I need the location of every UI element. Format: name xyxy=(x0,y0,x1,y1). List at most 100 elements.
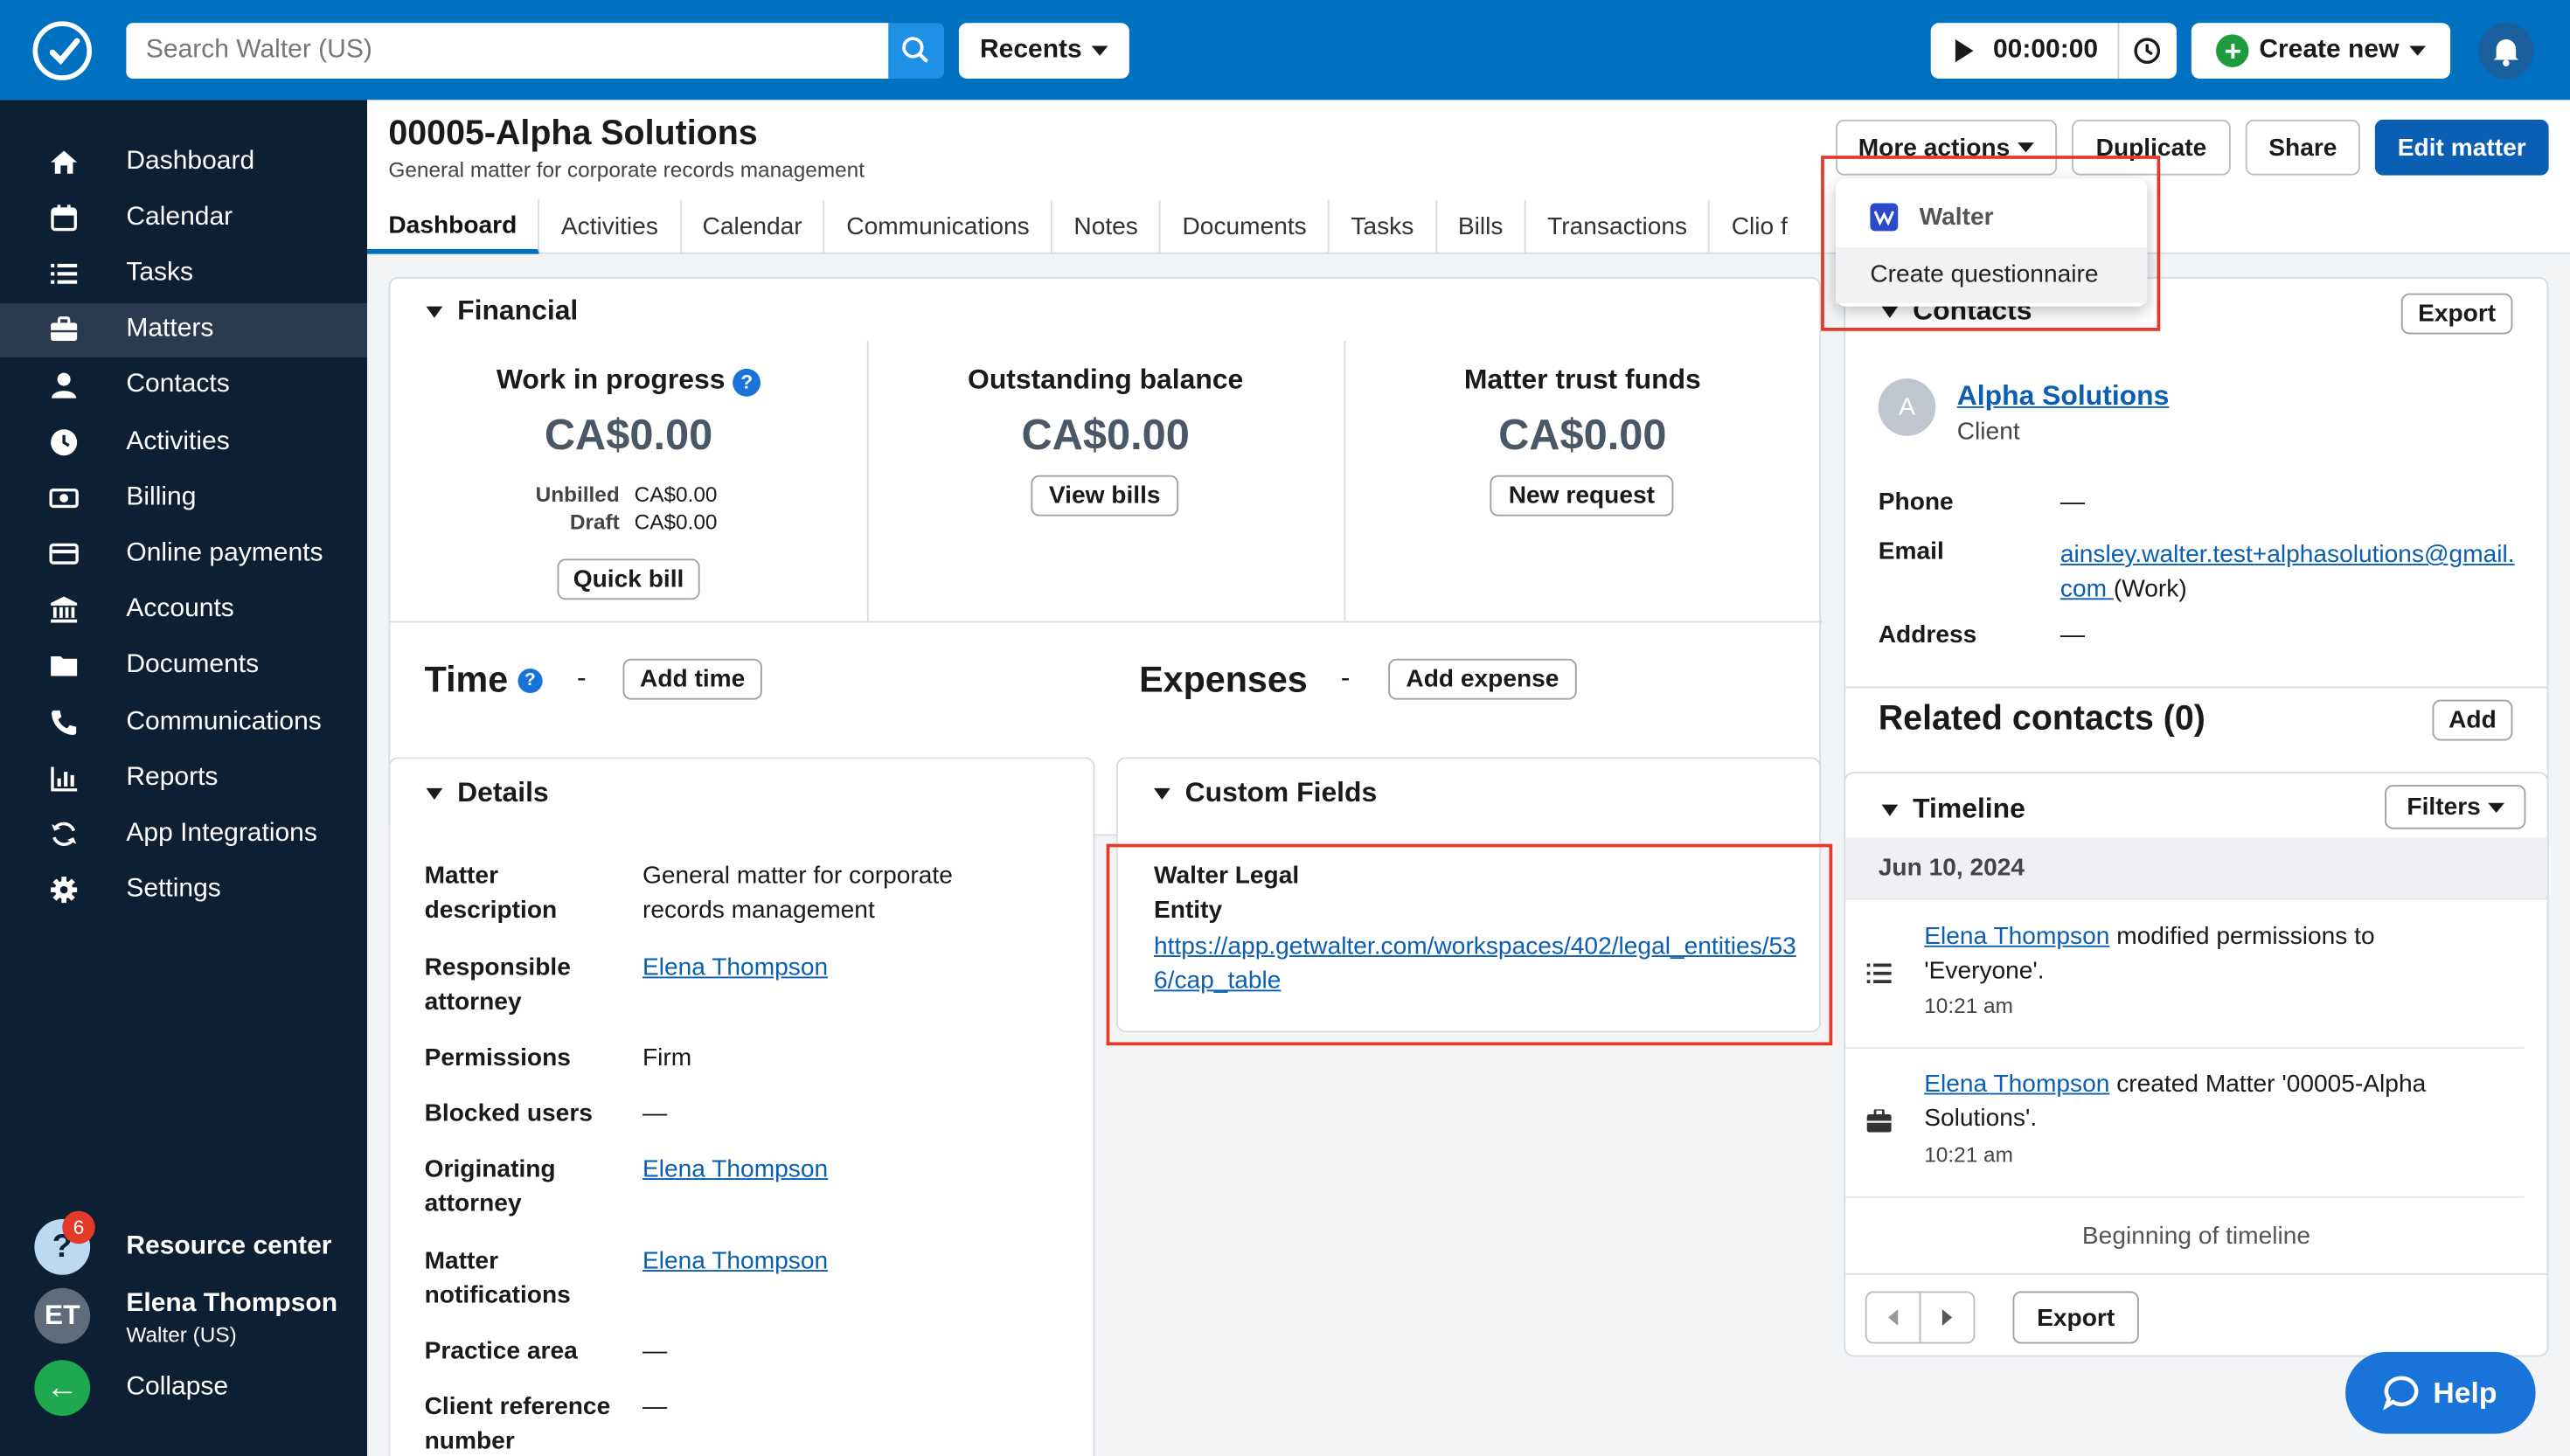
timeline-entry-message: modified permissions to 'Everyone'. xyxy=(1924,922,2375,985)
filters-button[interactable]: Filters xyxy=(2385,785,2526,829)
new-request-button[interactable]: New request xyxy=(1490,475,1674,517)
resource-center-item[interactable]: ? 6 Resource center xyxy=(0,1210,367,1279)
sidebar-item-activities[interactable]: Activities xyxy=(0,414,367,468)
person-icon xyxy=(49,371,79,400)
sidebar-item-label: Dashboard xyxy=(126,146,255,175)
chevron-down-icon xyxy=(2018,142,2035,153)
tab-clio-f[interactable]: Clio f xyxy=(1731,212,1788,241)
sidebar-item-label: Documents xyxy=(126,650,260,679)
detail-label: Permissions xyxy=(424,1043,571,1072)
share-button[interactable]: Share xyxy=(2245,119,2360,176)
create-questionnaire-item[interactable]: Create questionnaire xyxy=(1836,247,2148,303)
help-button[interactable]: Help xyxy=(2345,1351,2536,1434)
app-logo-icon[interactable] xyxy=(32,21,92,80)
tab-documents[interactable]: Documents xyxy=(1161,199,1330,254)
timeline-user-link[interactable]: Elena Thompson xyxy=(1924,922,2110,951)
pager-prev-button[interactable] xyxy=(1865,1291,1921,1344)
add-time-button[interactable]: Add time xyxy=(622,658,762,700)
matter-tabs: Dashboard Activities Calendar Communication… xyxy=(367,199,1809,254)
detail-value-link[interactable]: Elena Thompson xyxy=(642,1246,829,1275)
timeline-entry-text: Elena Thompson created Matter '00005-Alp… xyxy=(1924,1067,2497,1136)
trust-funds-value: CA$0.00 xyxy=(1498,409,1667,459)
pager-next-button[interactable] xyxy=(1919,1291,1976,1344)
timeline-date-row: Jun 10, 2024 xyxy=(1845,837,2547,900)
custom-fields-card: Custom Fields Walter Legal Entity https:… xyxy=(1115,757,1822,1033)
play-icon[interactable] xyxy=(1955,39,1974,63)
sidebar-item-label: Calendar xyxy=(126,202,233,231)
tasks-icon xyxy=(49,259,79,288)
financial-toggle[interactable]: Financial xyxy=(426,295,578,329)
clock-icon[interactable] xyxy=(2132,36,2162,66)
search-input[interactable]: Search Walter (US) xyxy=(126,23,891,79)
sidebar-item-settings[interactable]: Settings xyxy=(0,863,367,917)
tab-activities[interactable]: Activities xyxy=(540,199,682,254)
clock-icon xyxy=(49,426,79,456)
edit-matter-button[interactable]: Edit matter xyxy=(2374,119,2549,176)
page-title: 00005-Alpha Solutions xyxy=(388,114,758,153)
walter-legal-entity-label: Walter Legal Entity xyxy=(1154,862,1300,925)
sidebar-item-accounts[interactable]: Accounts xyxy=(0,583,367,637)
sidebar-item-label: Communications xyxy=(126,707,322,735)
detail-value-link[interactable]: Elena Thompson xyxy=(642,1154,829,1183)
sidebar-item-dashboard[interactable]: Dashboard xyxy=(0,135,367,189)
trust-funds-label: Matter trust funds xyxy=(1463,364,1701,395)
timeline-user-link[interactable]: Elena Thompson xyxy=(1924,1070,2110,1099)
create-new-label: Create new xyxy=(2259,36,2400,65)
sidebar-item-billing[interactable]: Billing xyxy=(0,470,367,524)
sidebar-item-calendar[interactable]: Calendar xyxy=(0,191,367,245)
view-bills-button[interactable]: View bills xyxy=(1031,475,1179,517)
notifications-button[interactable] xyxy=(2478,23,2534,79)
help-label: Help xyxy=(2433,1376,2497,1409)
collapse-button[interactable]: ← Collapse xyxy=(0,1358,367,1418)
timeline-toggle[interactable]: Timeline xyxy=(1881,794,2025,827)
tab-notes[interactable]: Notes xyxy=(1052,199,1162,254)
timeline-export-button[interactable]: Export xyxy=(2012,1291,2139,1344)
tab-dashboard[interactable]: Dashboard xyxy=(367,199,540,254)
tab-calendar[interactable]: Calendar xyxy=(681,199,825,254)
folder-icon xyxy=(49,651,79,681)
sidebar-item-app-integrations[interactable]: App Integrations xyxy=(0,807,367,861)
quick-bill-button[interactable]: Quick bill xyxy=(557,558,700,600)
walter-legal-entity-link[interactable]: https://app.getwalter.com/workspaces/402… xyxy=(1154,932,1796,995)
detail-label: Practice area xyxy=(424,1337,578,1365)
walter-app-item: Walter xyxy=(1836,189,2147,245)
divider xyxy=(1845,686,2547,689)
add-related-contact-button[interactable]: Add xyxy=(2432,699,2513,741)
contacts-export-button[interactable]: Export xyxy=(2400,293,2513,335)
notification-badge: 6 xyxy=(62,1210,95,1245)
list-icon xyxy=(1866,963,1892,983)
sidebar-item-online-payments[interactable]: Online payments xyxy=(0,527,367,581)
tab-bills[interactable]: Bills xyxy=(1437,199,1526,254)
user-name: Elena Thompson xyxy=(126,1289,338,1318)
sidebar-item-tasks[interactable]: Tasks xyxy=(0,246,367,301)
user-menu[interactable]: ET Elena Thompson Walter (US) xyxy=(0,1285,367,1357)
search-button[interactable] xyxy=(888,23,944,79)
detail-value-link[interactable]: Elena Thompson xyxy=(642,953,829,982)
timer-widget[interactable]: 00:00:00 xyxy=(1930,23,2177,79)
divider xyxy=(866,341,869,623)
tab-transactions[interactable]: Transactions xyxy=(1526,199,1711,254)
custom-fields-toggle[interactable]: Custom Fields xyxy=(1154,777,1377,810)
sidebar-item-communications[interactable]: Communications xyxy=(0,695,367,749)
sidebar-item-matters[interactable]: Matters xyxy=(0,302,367,357)
recents-button[interactable]: Recents xyxy=(958,23,1129,79)
help-icon[interactable]: ? xyxy=(733,367,761,396)
contacts-card: Contacts Export A Alpha Solutions Client… xyxy=(1844,276,2549,849)
main-content: 00005-Alpha Solutions General matter for… xyxy=(367,100,2570,1456)
create-new-button[interactable]: + Create new xyxy=(2191,23,2451,79)
detail-label: Blocked users xyxy=(424,1099,593,1127)
sidebar-item-reports[interactable]: Reports xyxy=(0,751,367,805)
sidebar-item-documents[interactable]: Documents xyxy=(0,639,367,693)
tab-tasks[interactable]: Tasks xyxy=(1330,199,1437,254)
sidebar-item-label: Online payments xyxy=(126,538,323,567)
add-expense-button[interactable]: Add expense xyxy=(1388,658,1577,700)
details-toggle[interactable]: Details xyxy=(426,777,549,810)
duplicate-button[interactable]: Duplicate xyxy=(2072,119,2231,176)
help-icon[interactable]: ? xyxy=(517,668,543,693)
tab-communications[interactable]: Communications xyxy=(825,199,1053,254)
email-link[interactable]: ainsley.walter.test+alphasolutions@gmail… xyxy=(2059,540,2515,603)
chevron-down-icon xyxy=(1091,45,1108,56)
sidebar-item-contacts[interactable]: Contacts xyxy=(0,358,367,413)
detail-label: Responsible attorney xyxy=(424,953,571,1016)
contact-name-link[interactable]: Alpha Solutions xyxy=(1956,380,2170,412)
